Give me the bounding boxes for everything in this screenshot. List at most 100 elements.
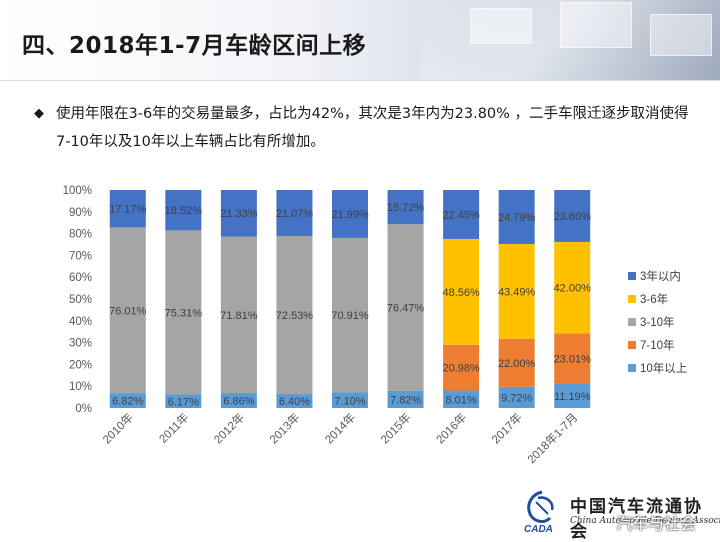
y-tick-label: 100% <box>63 185 92 197</box>
bar-segment <box>498 190 535 245</box>
logo-english-name: China Automobile Dealers Association <box>570 516 720 526</box>
bar-segment <box>109 227 146 394</box>
y-tick-label: 20% <box>69 359 92 371</box>
data-label: 76.47% <box>387 303 425 315</box>
legend-swatch <box>628 341 636 349</box>
legend-swatch <box>628 318 636 326</box>
data-label: 71.81% <box>220 310 258 322</box>
header-banner: 四、2018年1-7月车龄区间上移 <box>0 0 720 81</box>
data-label: 70.91% <box>331 310 369 322</box>
data-label: 18.52% <box>165 205 203 217</box>
bar-segment <box>554 333 591 384</box>
x-tick-label: 2015年 <box>378 410 414 446</box>
bar-segment <box>443 190 480 239</box>
bar-segment <box>165 190 202 231</box>
bar-segment <box>276 190 313 236</box>
bar-segment <box>165 230 202 395</box>
legend-label: 3年以内 <box>640 269 681 283</box>
slide-title: 四、2018年1-7月车龄区间上移 <box>22 33 367 59</box>
data-label: 21.99% <box>331 209 369 221</box>
logo-abbr: CADA <box>524 524 553 534</box>
bar-segment <box>220 236 257 394</box>
x-tick-label: 2014年 <box>322 410 358 446</box>
bar-segment <box>332 392 368 408</box>
x-tick-label: 2018年1-7月 <box>524 410 580 466</box>
diamond-bullet-icon: ◆ <box>34 106 44 121</box>
bar-segment <box>443 238 480 345</box>
y-tick-label: 0% <box>75 403 92 415</box>
data-label: 6.17% <box>168 396 199 408</box>
bar-segment <box>109 190 146 228</box>
data-label: 15.72% <box>387 202 425 214</box>
legend-label: 7-10年 <box>640 338 675 352</box>
y-tick-label: 70% <box>69 250 92 262</box>
legend-label: 3-10年 <box>640 315 675 329</box>
data-label: 43.49% <box>498 286 536 298</box>
y-tick-label: 10% <box>69 381 92 393</box>
data-label: 11.19% <box>554 391 591 403</box>
y-tick-label: 60% <box>69 272 92 284</box>
y-tick-label: 90% <box>69 207 92 219</box>
data-label: 17.17% <box>109 204 147 216</box>
cada-logo-icon: CADA <box>524 490 554 534</box>
data-label: 23.01% <box>554 354 592 366</box>
y-tick-label: 40% <box>69 316 92 328</box>
bar-segment <box>443 344 480 391</box>
bar-segment <box>498 338 535 387</box>
stacked-bar-chart: 0% 10% 20% 30% 40% 50% 60% 70% 80% 90% 100% 6.82% 76… <box>63 185 688 466</box>
data-label: 6.86% <box>223 396 254 408</box>
bullet-point: ◆ 使用年限在3-6年的交易量最多，占比为42%，其次是3年内为23.80% ，… <box>34 100 696 156</box>
bar-segment <box>498 386 535 408</box>
data-label: 21.33% <box>220 208 258 220</box>
data-label: 7.82% <box>390 394 421 406</box>
legend-swatch <box>628 272 636 280</box>
y-tick-label: 30% <box>69 338 92 350</box>
x-tick-label: 2010年 <box>100 410 136 446</box>
data-label: 76.01% <box>109 305 147 317</box>
bar-segment <box>165 394 202 408</box>
legend-label: 10年以上 <box>640 361 687 375</box>
x-tick-label: 2012年 <box>211 410 247 446</box>
x-tick-label: 2017年 <box>489 410 525 446</box>
bar-segment <box>443 390 480 408</box>
data-label: 24.79% <box>498 212 536 224</box>
data-label: 75.31% <box>165 307 203 319</box>
data-label: 8.01% <box>446 394 477 406</box>
bar-segment <box>109 393 146 408</box>
bar-segment <box>387 224 424 391</box>
data-label: 22.00% <box>498 358 536 370</box>
bar-segment <box>276 235 313 395</box>
bar-segment <box>554 383 591 408</box>
bar-segment <box>332 237 368 393</box>
bar-segment <box>276 394 313 408</box>
data-label: 21.07% <box>276 208 314 220</box>
legend-swatch <box>628 295 636 303</box>
bar-segment <box>498 244 535 339</box>
data-label: 6.82% <box>112 396 143 408</box>
x-tick-label: 2013年 <box>266 410 302 446</box>
header-cube <box>470 8 532 44</box>
y-tick-label: 80% <box>69 229 92 241</box>
data-label: 48.56% <box>442 287 480 299</box>
watermark-text: 汽车与社会 <box>616 514 697 533</box>
bar-segment <box>220 393 257 408</box>
legend-label: 3-6年 <box>640 292 668 306</box>
bar-segment <box>387 189 424 225</box>
data-label: 9.72% <box>501 392 532 404</box>
data-label: 42.00% <box>554 283 592 295</box>
header-cube <box>650 14 712 56</box>
data-label: 20.98% <box>442 363 480 375</box>
data-label: 72.53% <box>276 310 314 322</box>
logo-chinese-name: 中国汽车流通协会 <box>570 497 703 542</box>
x-tick-label: 2016年 <box>433 410 469 446</box>
bar-segment <box>220 190 257 237</box>
x-tick-label: 2011年 <box>156 410 192 446</box>
bullet-text: 使用年限在3-6年的交易量最多，占比为42%，其次是3年内为23.80% ，二手… <box>56 106 689 150</box>
bar-segment <box>554 190 591 242</box>
bar-segment <box>387 390 424 408</box>
data-label: 23.80% <box>554 211 592 223</box>
bar-segment <box>332 190 368 238</box>
legend-swatch <box>628 364 636 372</box>
y-tick-label: 50% <box>69 294 92 306</box>
data-label: 6.40% <box>279 396 310 408</box>
